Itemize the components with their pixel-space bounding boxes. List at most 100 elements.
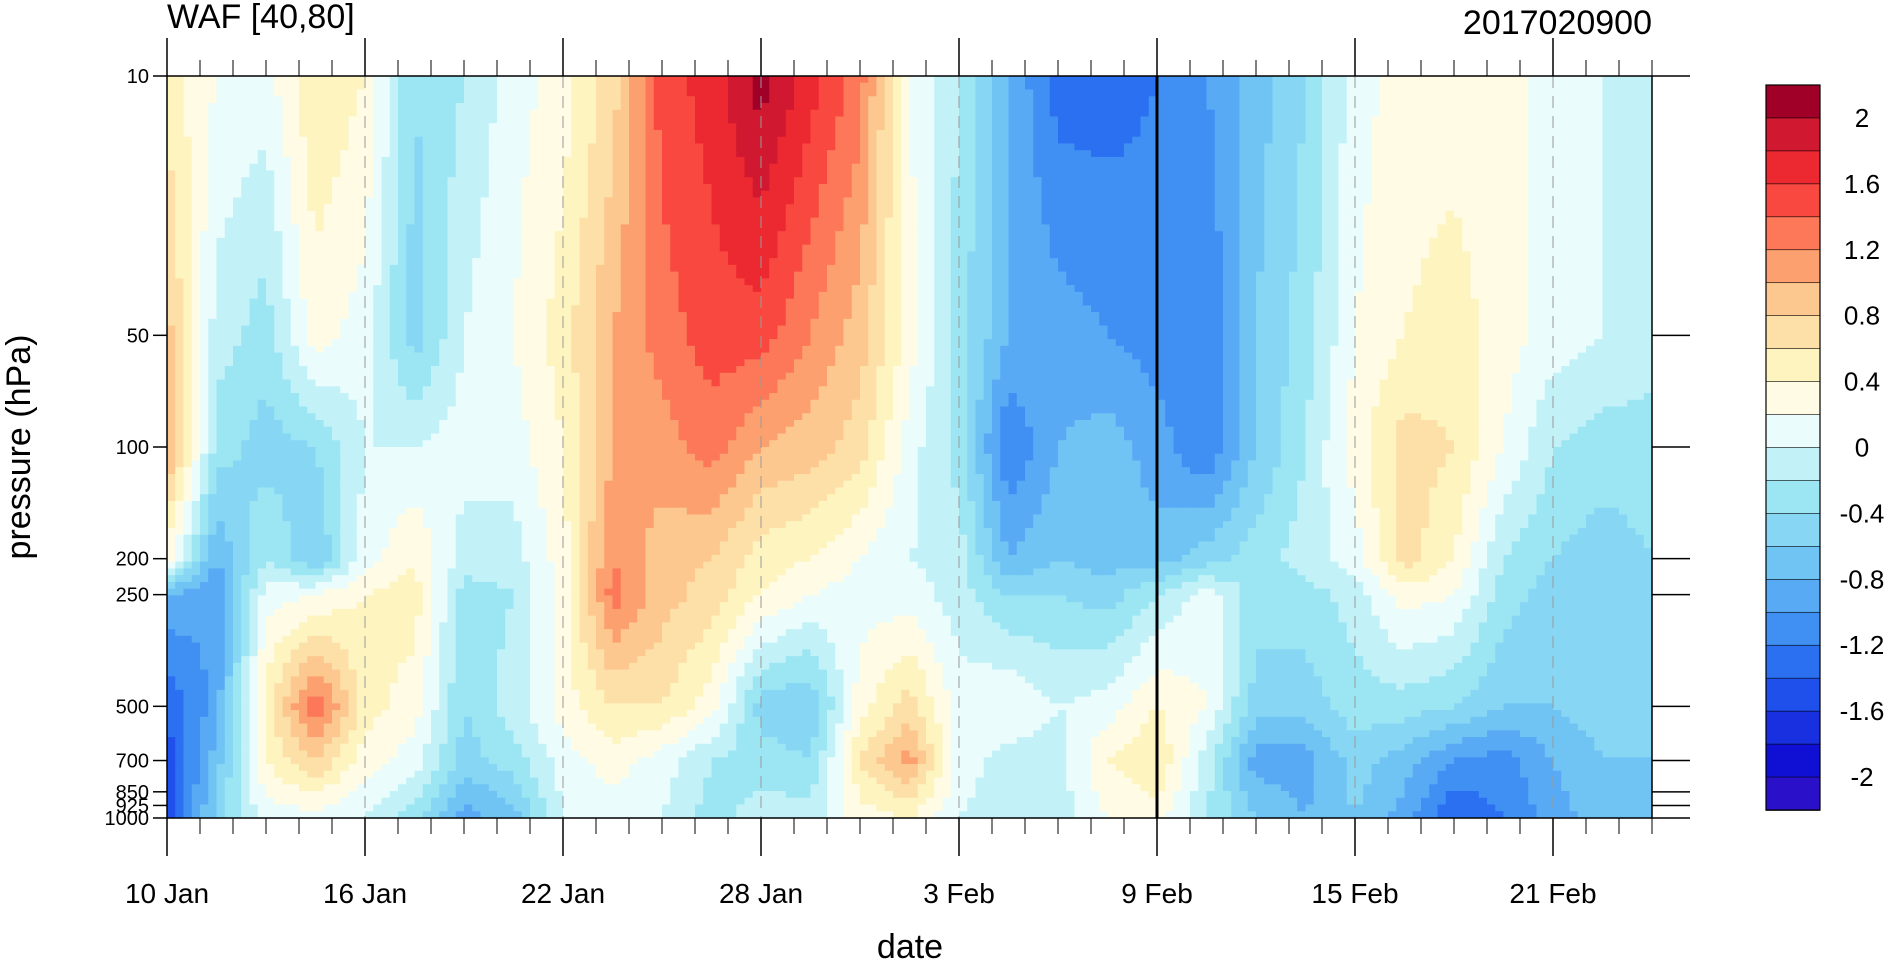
- contour-cell: [299, 676, 308, 683]
- contour-cell: [415, 204, 424, 211]
- contour-cell: [415, 643, 424, 650]
- contour-cell: [332, 751, 341, 758]
- contour-cell: [233, 299, 242, 306]
- contour-cell: [299, 272, 308, 279]
- contour-cell: [439, 764, 448, 771]
- contour-cell: [464, 737, 473, 744]
- contour-cell: [175, 589, 184, 596]
- contour-cell: [431, 319, 440, 326]
- contour-cell: [291, 568, 300, 575]
- contour-cell: [448, 204, 457, 211]
- contour-cell: [192, 150, 201, 157]
- contour-cell: [481, 528, 490, 535]
- contour-cell: [217, 622, 226, 629]
- contour-cell: [184, 568, 193, 575]
- contour-cell: [505, 548, 514, 555]
- contour-cell: [472, 143, 481, 150]
- contour-cell: [250, 326, 259, 333]
- contour-cell: [423, 258, 432, 265]
- contour-cell: [349, 89, 358, 96]
- contour-cell: [472, 724, 481, 731]
- contour-cell: [456, 285, 465, 292]
- contour-cell: [324, 501, 333, 508]
- contour-cell: [340, 76, 349, 83]
- contour-cell: [448, 231, 457, 238]
- contour-cell: [167, 521, 176, 528]
- contour-cell: [349, 96, 358, 103]
- contour-cell: [233, 427, 242, 434]
- contour-cell: [448, 130, 457, 137]
- contour-cell: [349, 676, 358, 683]
- contour-cell: [398, 292, 407, 299]
- contour-cell: [365, 400, 374, 407]
- contour-cell: [250, 447, 259, 454]
- contour-cell: [233, 595, 242, 602]
- contour-cell: [439, 717, 448, 724]
- contour-cell: [349, 744, 358, 751]
- contour-cell: [357, 703, 366, 710]
- contour-cell: [340, 595, 349, 602]
- contour-cell: [192, 487, 201, 494]
- contour-cell: [439, 805, 448, 812]
- contour-cell: [431, 150, 440, 157]
- contour-cell: [382, 339, 391, 346]
- contour-cell: [489, 353, 498, 360]
- contour-cell: [324, 319, 333, 326]
- contour-cell: [340, 670, 349, 677]
- contour-cell: [464, 204, 473, 211]
- contour-cell: [299, 616, 308, 623]
- contour-cell: [390, 575, 399, 582]
- contour-cell: [233, 265, 242, 272]
- contour-cell: [332, 670, 341, 677]
- contour-cell: [307, 474, 316, 481]
- contour-cell: [538, 83, 547, 90]
- contour-cell: [431, 602, 440, 609]
- contour-cell: [522, 123, 531, 130]
- contour-cell: [365, 413, 374, 420]
- contour-cell: [448, 326, 457, 333]
- contour-cell: [324, 427, 333, 434]
- contour-cell: [324, 83, 333, 90]
- contour-cell: [472, 751, 481, 758]
- contour-cell: [175, 420, 184, 427]
- contour-cell: [241, 346, 250, 353]
- contour-cell: [472, 670, 481, 677]
- contour-cell: [175, 602, 184, 609]
- contour-cell: [448, 400, 457, 407]
- contour-cell: [217, 137, 226, 144]
- contour-cell: [514, 683, 523, 690]
- contour-cell: [456, 744, 465, 751]
- contour-cell: [225, 332, 234, 339]
- contour-cell: [340, 386, 349, 393]
- contour-cell: [439, 434, 448, 441]
- contour-cell: [431, 710, 440, 717]
- contour-cell: [382, 319, 391, 326]
- contour-cell: [167, 791, 176, 798]
- contour-cell: [489, 649, 498, 656]
- contour-cell: [233, 191, 242, 198]
- contour-cell: [217, 143, 226, 150]
- contour-cell: [184, 413, 193, 420]
- contour-cell: [332, 528, 341, 535]
- contour-cell: [448, 420, 457, 427]
- contour-cell: [530, 616, 539, 623]
- contour-cell: [340, 447, 349, 454]
- contour-cell: [357, 76, 366, 83]
- contour-cell: [258, 751, 267, 758]
- contour-cell: [324, 197, 333, 204]
- contour-cell: [406, 548, 415, 555]
- contour-cell: [390, 76, 399, 83]
- contour-cell: [423, 218, 432, 225]
- contour-cell: [398, 670, 407, 677]
- contour-cell: [522, 447, 531, 454]
- contour-cell: [439, 447, 448, 454]
- contour-cell: [274, 683, 283, 690]
- contour-cell: [225, 568, 234, 575]
- contour-cell: [365, 346, 374, 353]
- contour-cell: [423, 83, 432, 90]
- contour-cell: [250, 555, 259, 562]
- contour-cell: [274, 467, 283, 474]
- contour-cell: [258, 299, 267, 306]
- contour-cell: [266, 454, 275, 461]
- contour-cell: [349, 589, 358, 596]
